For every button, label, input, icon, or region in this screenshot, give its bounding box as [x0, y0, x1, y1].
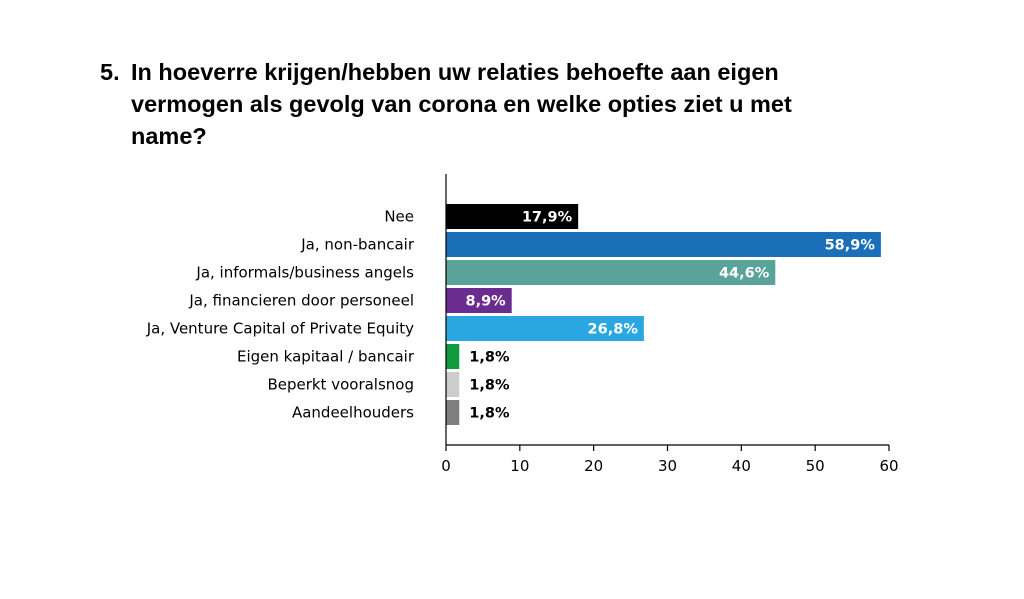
- bar: [446, 232, 881, 257]
- category-label: Eigen kapitaal / bancair: [237, 348, 415, 366]
- x-tick-label: 0: [441, 457, 451, 475]
- bar: [446, 204, 579, 229]
- x-tick-label: 20: [584, 457, 603, 475]
- x-tick-label: 40: [732, 457, 751, 475]
- data-label: 8,9%: [465, 294, 506, 310]
- data-label: 1,8%: [469, 350, 510, 366]
- category-label: Ja, financieren door personeel: [188, 292, 414, 310]
- bar: [446, 400, 460, 425]
- category-label: Nee: [384, 208, 414, 226]
- bar: [446, 260, 776, 285]
- question-text: In hoeverre krijgen/hebben uw relaties b…: [131, 59, 792, 149]
- category-label: Ja, Venture Capital of Private Equity: [146, 320, 414, 338]
- data-label: 1,8%: [469, 406, 510, 422]
- data-label: 26,8%: [588, 322, 639, 338]
- bar: [446, 372, 460, 397]
- chart-title: 5. In hoeverre krijgen/hebben uw relatie…: [100, 56, 800, 152]
- x-tick-label: 10: [510, 457, 529, 475]
- data-label: 1,8%: [469, 378, 510, 394]
- category-label: Ja, non-bancair: [300, 236, 415, 254]
- category-label: Aandeelhouders: [292, 404, 414, 422]
- data-label: 44,6%: [719, 266, 770, 282]
- category-label: Beperkt vooralsnog: [267, 376, 414, 394]
- bar: [446, 344, 460, 369]
- x-tick-label: 50: [806, 457, 825, 475]
- x-tick-label: 60: [879, 457, 898, 475]
- data-label: 17,9%: [522, 210, 573, 226]
- x-tick-label: 30: [658, 457, 677, 475]
- bar: [446, 316, 644, 341]
- category-label: Ja, informals/business angels: [195, 264, 414, 282]
- bar: [446, 288, 512, 313]
- question-number: 5.: [100, 59, 120, 85]
- data-label: 58,9%: [825, 238, 876, 254]
